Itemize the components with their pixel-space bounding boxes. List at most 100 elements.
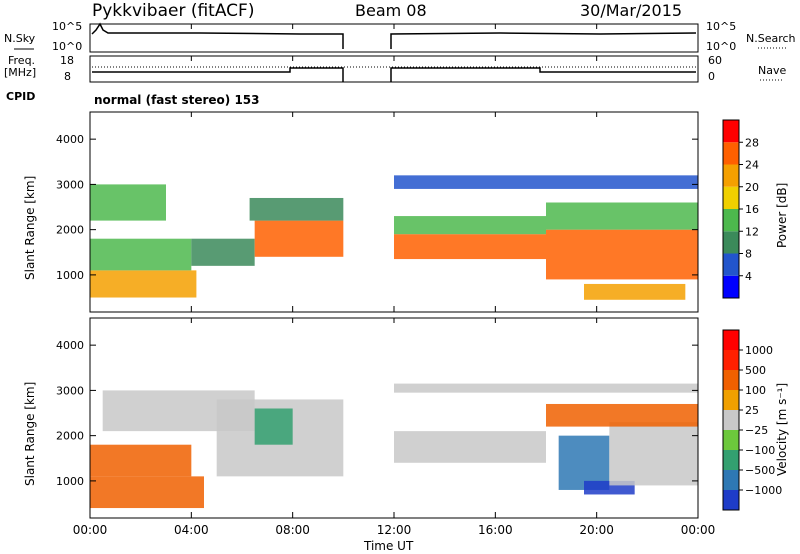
velocity-colorbar: 1000 500 100 25 −25 −100 −500 −1000 <box>722 329 782 511</box>
vel-cbar-tick-label-3: 25 <box>745 404 759 417</box>
nsearch-tick-top: 10^5 <box>706 20 736 33</box>
nave-tick-top: 60 <box>708 54 722 67</box>
vel-cbar-tick-label-1: 500 <box>745 364 766 377</box>
vel-cell-5 <box>394 431 546 463</box>
ytick-label-vel-2: 3000 <box>56 384 84 397</box>
power-cbar-tick-label-3: 16 <box>745 203 759 216</box>
power-cell-7 <box>394 216 546 235</box>
vel-cbar-swatch-0 <box>723 490 739 510</box>
xtick-label-4: 16:00 <box>478 523 513 537</box>
velocity-colorbar-label: Velocity [m s⁻¹] <box>775 383 789 476</box>
power-cbar-tick-label-5: 8 <box>745 248 752 261</box>
x-axis: 00:00 04:00 08:00 12:00 16:00 20:00 00:00 <box>73 24 716 537</box>
ytick-label-power-3: 4000 <box>56 133 84 146</box>
x-axis-label: Time UT <box>363 539 414 553</box>
power-cbar-swatch-5 <box>723 164 739 187</box>
site-title: Pykkvibaer (fitACF) <box>92 1 254 21</box>
vel-cbar-tick-label-6: −500 <box>745 464 775 477</box>
freq-label-line1: Freq. <box>8 54 35 67</box>
nsky-tick-bottom: 10^0 <box>52 40 82 53</box>
power-colorbar-label: Power [dB] <box>775 183 789 248</box>
cpid-label: CPID <box>6 90 35 103</box>
power-cell-0 <box>90 270 197 298</box>
freq-label-line2: [MHz] <box>4 66 36 79</box>
nsearch-tick-bottom: 10^0 <box>706 40 736 53</box>
vel-cell-4 <box>254 408 293 445</box>
vel-cbar-frame <box>722 329 740 511</box>
vel-cell-10 <box>546 403 698 427</box>
vel-cbar-tick-label-5: −100 <box>745 444 775 457</box>
nsky-line-a <box>91 22 344 49</box>
nsky-label: N.Sky <box>4 32 36 45</box>
power-cbar-swatch-0 <box>723 275 739 298</box>
nsky-line-b <box>390 32 697 49</box>
power-cell-9 <box>546 229 698 280</box>
vel-cbar-tick-label-7: −1000 <box>745 484 782 497</box>
xtick-label-2: 08:00 <box>275 523 310 537</box>
ytick-label-power-1: 2000 <box>56 224 84 237</box>
power-cbar-swatch-4 <box>723 186 739 209</box>
power-cell-2 <box>90 184 166 221</box>
ytick-label-vel-1: 2000 <box>56 430 84 443</box>
xtick-label-0: 00:00 <box>73 523 108 537</box>
vel-cbar-swatch-8 <box>723 330 739 350</box>
vel-cell-0 <box>90 476 204 509</box>
power-cell-1 <box>90 238 192 271</box>
nave-tick-bottom: 0 <box>708 70 715 83</box>
vel-cbar-tick-label-2: 100 <box>745 384 766 397</box>
velocity-ylabel: Slant Range [km] <box>23 382 37 486</box>
vel-cell-6 <box>394 383 698 393</box>
xtick-label-3: 12:00 <box>377 523 412 537</box>
ytick-label-power-0: 1000 <box>56 269 84 282</box>
freq-line-b <box>390 67 696 82</box>
vel-cbar-swatch-5 <box>723 390 739 410</box>
ytick-label-vel-0: 1000 <box>56 475 84 488</box>
nsky-tick-top: 10^5 <box>52 20 82 33</box>
xtick-label-1: 04:00 <box>174 523 209 537</box>
power-cell-3 <box>191 238 255 266</box>
nave-label: Nave <box>758 64 786 77</box>
power-cbar-tick-label-4: 12 <box>745 225 759 238</box>
power-cbar-tick-label-2: 20 <box>745 181 759 194</box>
vel-cbar-swatch-2 <box>723 450 739 470</box>
power-colorbar: 28 24 20 16 12 8 4 <box>722 119 759 299</box>
power-cbar-swatch-6 <box>723 142 739 165</box>
power-cbar-swatch-7 <box>723 120 739 143</box>
power-cell-8 <box>394 175 698 189</box>
beam-label: Beam 08 <box>355 1 427 20</box>
power-cbar-tick-label-1: 24 <box>745 159 759 172</box>
power-cell-11 <box>584 283 686 300</box>
power-cell-5 <box>249 197 344 221</box>
vel-cbar-swatch-1 <box>723 470 739 490</box>
vel-cbar-swatch-6 <box>723 370 739 390</box>
velocity-y-axis: 1000 2000 3000 4000 <box>56 339 698 488</box>
power-y-axis: 1000 2000 3000 4000 <box>56 133 698 282</box>
power-cell-10 <box>546 202 698 230</box>
cpid-text: normal (fast stereo) 153 <box>94 93 260 107</box>
vel-cbar-swatch-7 <box>723 350 739 370</box>
freq-line-a <box>92 67 344 82</box>
power-cbar-tick-label-6: 4 <box>745 270 752 283</box>
power-cbar-swatch-2 <box>723 231 739 254</box>
power-ylabel: Slant Range [km] <box>23 176 37 280</box>
vel-cell-9 <box>609 422 698 486</box>
nsearch-label: N.Search <box>746 32 796 45</box>
power-cell-4 <box>254 220 344 257</box>
ytick-label-power-2: 3000 <box>56 178 84 191</box>
power-heatmap <box>90 175 698 300</box>
xtick-label-6: 00:00 <box>681 523 716 537</box>
vel-cell-1 <box>90 444 192 477</box>
freq-tick-top: 18 <box>60 54 74 67</box>
vel-cbar-swatch-4 <box>723 410 739 430</box>
power-cbar-swatch-3 <box>723 209 739 232</box>
vel-cbar-tick-label-0: 1000 <box>745 344 773 357</box>
power-cbar-swatch-1 <box>723 253 739 276</box>
date-label: 30/Mar/2015 <box>580 1 682 20</box>
power-cell-6 <box>394 234 546 260</box>
freq-tick-bottom: 8 <box>64 70 71 83</box>
xtick-label-5: 20:00 <box>579 523 614 537</box>
ytick-label-vel-3: 4000 <box>56 339 84 352</box>
vel-cbar-swatch-3 <box>723 430 739 450</box>
velocity-heatmap <box>90 383 698 509</box>
